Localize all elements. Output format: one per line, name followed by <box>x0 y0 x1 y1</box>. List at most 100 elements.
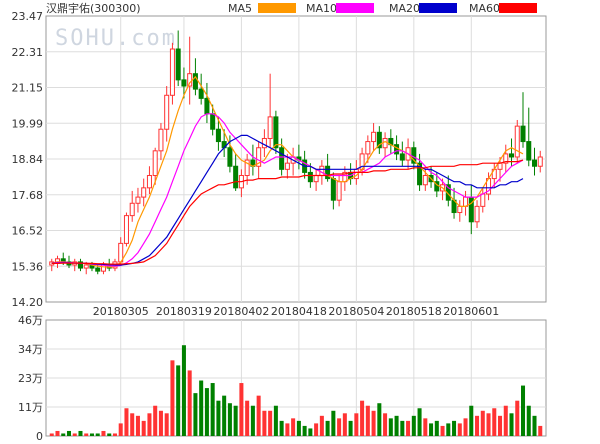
volume-bar <box>371 410 376 436</box>
x-tick-label: 20180504 <box>328 305 384 318</box>
volume-bar <box>337 418 342 436</box>
volume-bar <box>429 423 434 436</box>
volume-bar <box>319 415 324 436</box>
candle-body <box>497 162 503 170</box>
volume-bar <box>245 400 250 436</box>
legend-swatch-ma5 <box>258 3 296 13</box>
price-y-tick-label: 21.15 <box>12 82 44 95</box>
candle-body <box>192 73 198 90</box>
candle-body <box>382 137 388 149</box>
volume-bar <box>417 408 422 436</box>
volume-bar <box>210 383 215 436</box>
candle-body <box>83 264 89 269</box>
volume-bar <box>158 410 163 436</box>
candle-body <box>371 131 377 143</box>
volume-bar <box>118 423 123 436</box>
candle-body <box>399 153 405 161</box>
volume-bar <box>521 385 526 436</box>
legend-label-ma10: MA10 <box>306 2 337 15</box>
volume-bar <box>377 403 382 436</box>
volume-bar <box>55 430 60 436</box>
volume-bar <box>285 423 290 436</box>
volume-bar <box>256 395 261 436</box>
candle-body <box>146 175 152 189</box>
candle-body <box>233 165 239 189</box>
x-tick-label: 20180402 <box>213 305 269 318</box>
candle-body <box>215 128 221 143</box>
volume-bar <box>141 420 146 436</box>
volume-bar <box>199 380 204 436</box>
candle-body <box>330 178 336 201</box>
candle-body <box>394 144 400 155</box>
candle-body <box>284 162 290 170</box>
moving-averages <box>51 75 524 268</box>
price-y-tick-label: 18.84 <box>12 153 44 166</box>
volume-bar <box>354 413 359 436</box>
candle-body <box>129 202 135 217</box>
volume-bar <box>84 433 89 436</box>
volume-bar <box>314 423 319 436</box>
candle-body <box>503 153 509 164</box>
volume-bar <box>538 425 543 436</box>
volume-bar <box>498 415 503 436</box>
candle-body <box>422 175 428 186</box>
legend-swatch-ma20 <box>419 3 457 13</box>
volume-bar <box>101 430 106 436</box>
volume-bar <box>440 425 445 436</box>
volume-bar <box>503 405 508 436</box>
volume-bar <box>480 410 485 436</box>
candle-body <box>319 165 325 177</box>
candle-body <box>514 125 520 158</box>
volume-bar <box>434 420 439 436</box>
volume-bar <box>147 413 152 436</box>
volume-bar <box>515 400 520 436</box>
price-y-tick-label: 15.36 <box>12 260 44 273</box>
volume-bar <box>331 410 336 436</box>
candle-body <box>164 94 170 130</box>
volume-bar <box>66 430 71 436</box>
legend-label-ma60: MA60 <box>469 2 500 15</box>
candle-body <box>537 156 543 167</box>
candle-body <box>531 159 538 167</box>
x-tick-label: 20180518 <box>386 305 442 318</box>
volume-bars <box>49 345 543 436</box>
legend-label-ma5: MA5 <box>228 2 252 15</box>
candle-body <box>365 141 371 155</box>
candle-body <box>336 181 342 201</box>
x-tick-label: 20180601 <box>443 305 499 318</box>
volume-bar <box>216 400 221 436</box>
volume-bar <box>176 365 181 436</box>
candle-body <box>273 116 279 149</box>
candle-body <box>187 73 193 87</box>
volume-bar <box>170 360 175 436</box>
candle-body <box>210 113 216 130</box>
volume-bar <box>107 433 112 436</box>
candle-body <box>480 193 486 207</box>
candle-body <box>123 215 129 244</box>
candle-body <box>509 153 515 158</box>
volume-bar <box>406 420 411 436</box>
volume-bar <box>348 420 353 436</box>
candle-body <box>313 175 319 183</box>
price-y-tick-label: 17.68 <box>12 189 44 202</box>
volume-grid <box>46 320 546 436</box>
volume-bar <box>49 433 54 436</box>
volume-bar <box>308 428 313 436</box>
price-y-tick-label: 14.20 <box>12 296 44 309</box>
volume-y-tick-label: 11万 <box>18 401 43 414</box>
volume-bar <box>411 415 416 436</box>
volume-bar <box>388 418 393 436</box>
candle-body <box>468 196 474 223</box>
price-y-tick-label: 19.99 <box>12 117 44 130</box>
x-tick-label: 20180418 <box>271 305 327 318</box>
volume-bar <box>239 383 244 436</box>
candle-body <box>526 141 532 161</box>
volume-bar <box>233 405 238 436</box>
volume-bar <box>153 405 158 436</box>
candle-body <box>141 187 147 198</box>
volume-bar <box>400 420 405 436</box>
volume-bar <box>457 423 462 436</box>
volume-bar <box>89 433 94 436</box>
